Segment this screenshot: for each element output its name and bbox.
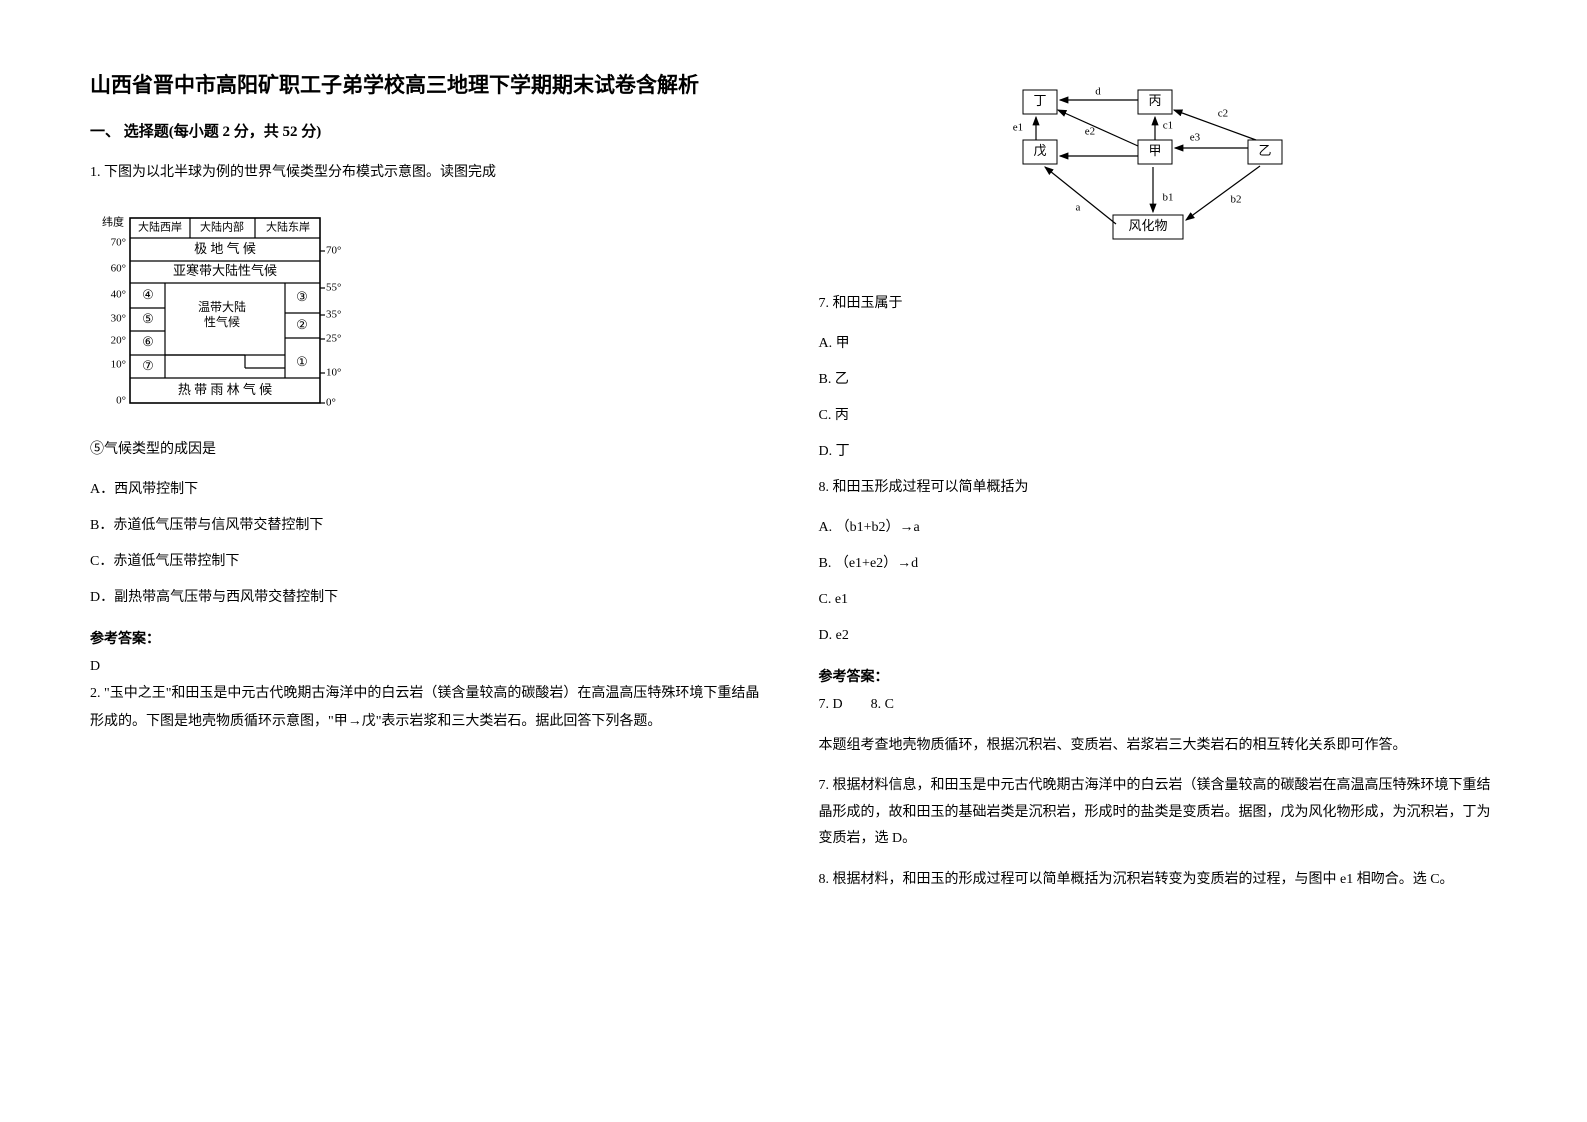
q7-opt-d: D. 丁 [819,438,1498,466]
q8-opt-c: C. e1 [819,586,1498,614]
svg-text:亚寒带大陆性气候: 亚寒带大陆性气候 [173,262,277,277]
svg-text:b2: b2 [1230,194,1241,206]
svg-text:e1: e1 [1013,122,1023,134]
svg-text:35°: 35° [326,308,341,320]
q8-opt-b: B. （e1+e2）→d [819,550,1498,578]
q1-opt-c: C．赤道低气压带控制下 [90,548,769,576]
q1-ans: D [90,654,769,681]
svg-text:温带大陆: 温带大陆 [198,298,246,313]
section-1-heading: 一、 选择题(每小题 2 分，共 52 分) [90,120,769,141]
svg-text:大陆内部: 大陆内部 [200,219,244,233]
svg-text:30°: 30° [111,312,126,324]
svg-text:④: ④ [142,286,154,301]
q8-opt-d: D. e2 [819,622,1498,650]
svg-text:⑥: ⑥ [142,333,154,348]
svg-text:c1: c1 [1163,120,1173,132]
svg-text:丙: 丙 [1148,93,1161,108]
q7-opt-a: A. 甲 [819,330,1498,358]
q1-opt-b: B．赤道低气压带与信风带交替控制下 [90,512,769,540]
q8-opt-a: A. （b1+b2）→a [819,514,1498,542]
q1-opt-a: A．西风带控制下 [90,476,769,504]
q7-opt-c: C. 丙 [819,402,1498,430]
ans2-explain-8: 8. 根据材料，和田玉的形成过程可以简单概括为沉积岩转变为变质岩的过程，与图中 … [819,867,1498,894]
svg-text:55°: 55° [326,281,341,293]
svg-text:10°: 10° [326,366,341,378]
svg-text:大陆西岸: 大陆西岸 [138,219,182,233]
q7-opt-b: B. 乙 [819,366,1498,394]
svg-text:大陆东岸: 大陆东岸 [266,219,310,233]
svg-text:40°: 40° [111,288,126,300]
svg-text:热 带 雨 林 气 候: 热 带 雨 林 气 候 [178,381,272,396]
ans2-label: 参考答案： [819,666,1498,686]
svg-text:0°: 0° [326,396,336,408]
svg-text:c2: c2 [1218,108,1228,120]
svg-text:10°: 10° [111,358,126,370]
svg-text:25°: 25° [326,332,341,344]
svg-text:0°: 0° [116,394,126,406]
flow-diagram: 丁 丙 戊 甲 乙 风化物 d c2 c1 e1 e2 [819,80,1498,260]
left-column: 山西省晋中市高阳矿职工子弟学校高三地理下学期期末试卷含解析 一、 选择题(每小题… [90,70,769,1052]
svg-text:⑦: ⑦ [142,357,154,372]
svg-text:d: d [1095,86,1101,98]
svg-text:风化物: 风化物 [1128,218,1167,233]
svg-text:b1: b1 [1162,192,1173,204]
q7-stem: 7. 和田玉属于 [819,290,1498,318]
svg-text:③: ③ [296,288,308,303]
svg-text:e2: e2 [1085,126,1095,138]
right-column: 丁 丙 戊 甲 乙 风化物 d c2 c1 e1 e2 [819,70,1498,1052]
q1-opt-d: D．副热带高气压带与西风带交替控制下 [90,584,769,612]
svg-text:e3: e3 [1190,132,1201,144]
svg-text:70°: 70° [326,244,341,256]
q1-stem: 1. 下图为以北半球为例的世界气候类型分布模式示意图。读图完成 [90,159,769,187]
q8-stem: 8. 和田玉形成过程可以简单概括为 [819,474,1498,502]
q1-after: ⑤气候类型的成因是 [90,436,769,464]
svg-text:乙: 乙 [1258,143,1271,158]
svg-text:70°: 70° [111,236,126,248]
svg-text:①: ① [296,353,308,368]
ans2-line1: 7. D 8. C [819,692,1498,719]
svg-text:60°: 60° [111,262,126,274]
svg-text:丁: 丁 [1033,93,1046,108]
svg-text:极 地 气 候: 极 地 气 候 [194,240,256,255]
svg-text:戊: 戊 [1033,143,1046,158]
svg-text:②: ② [296,316,308,331]
ans2-explain-7: 7. 根据材料信息，和田玉是中元古代晚期古海洋中的白云岩（镁含量较高的碳酸岩在高… [819,773,1498,853]
svg-text:20°: 20° [111,334,126,346]
ans2-explain-intro: 本题组考查地壳物质循环，根据沉积岩、变质岩、岩浆岩三大类岩石的相互转化关系即可作… [819,733,1498,760]
svg-text:性气候: 性气候 [204,313,240,328]
svg-text:纬度: 纬度 [102,214,124,228]
svg-text:甲: 甲 [1148,143,1161,158]
svg-text:a: a [1075,202,1080,214]
q2-stem: 2. "玉中之王"和田玉是中元古代晚期古海洋中的白云岩（镁含量较高的碳酸岩）在高… [90,680,769,736]
q1-ans-label: 参考答案： [90,628,769,648]
svg-text:⑤: ⑤ [142,310,154,325]
climate-diagram: 大陆西岸 大陆内部 大陆东岸 纬度 极 地 气 候 亚寒 [100,213,769,418]
page-title: 山西省晋中市高阳矿职工子弟学校高三地理下学期期末试卷含解析 [90,70,769,102]
